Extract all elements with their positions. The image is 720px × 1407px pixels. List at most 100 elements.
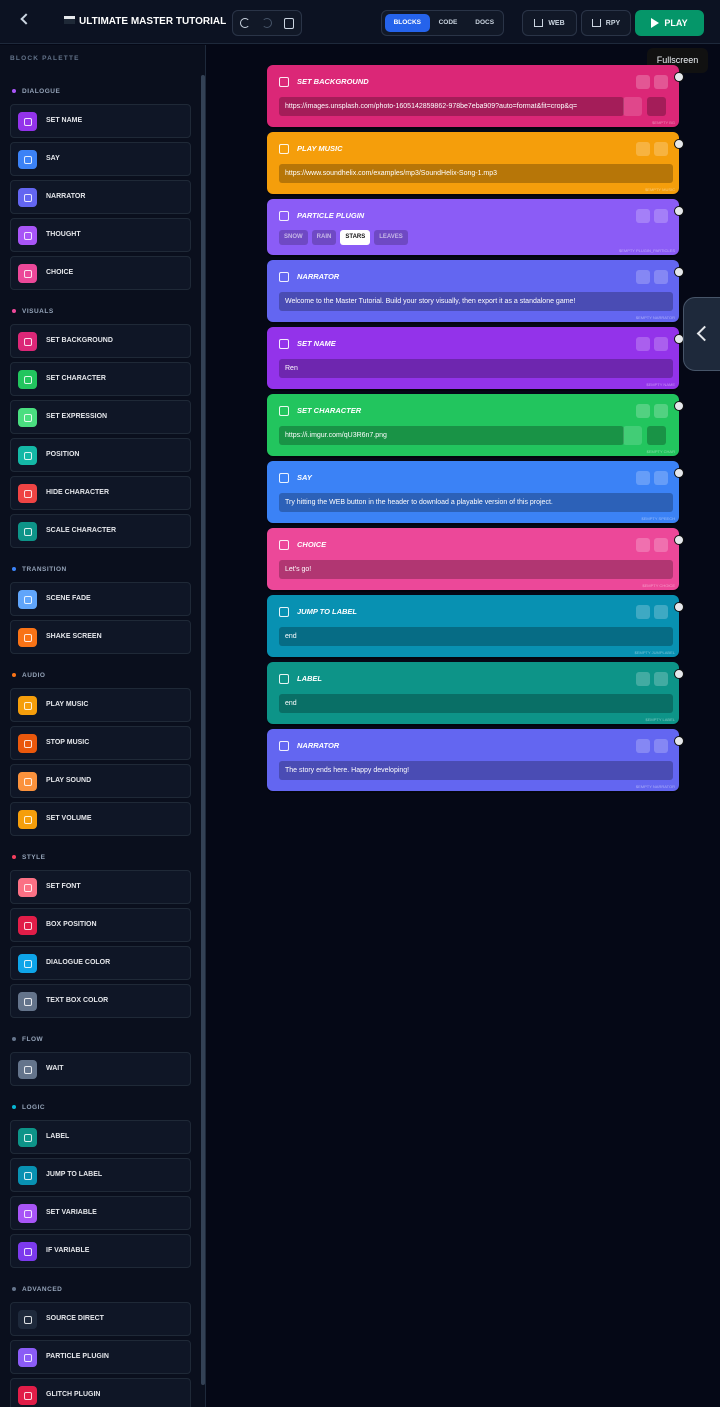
connector[interactable] — [674, 669, 684, 679]
palette-item[interactable]: SCALE CHARACTER — [10, 514, 191, 548]
image-button[interactable] — [647, 426, 666, 445]
palette-item[interactable]: GLITCH PLUGIN — [10, 1378, 191, 1407]
connector[interactable] — [674, 72, 684, 82]
delete-button[interactable] — [654, 605, 668, 619]
delete-button[interactable] — [654, 209, 668, 223]
duplicate-button[interactable] — [636, 739, 650, 753]
value-input[interactable]: end — [279, 627, 673, 646]
palette-item[interactable]: NARRATOR — [10, 180, 191, 214]
upload-button[interactable] — [623, 97, 642, 116]
connector[interactable] — [674, 736, 684, 746]
palette-item[interactable]: SET EXPRESSION — [10, 400, 191, 434]
palette-item[interactable]: SET NAME — [10, 104, 191, 138]
duplicate-button[interactable] — [636, 605, 650, 619]
palette-item[interactable]: PARTICLE PLUGIN — [10, 1340, 191, 1374]
duplicate-button[interactable] — [636, 672, 650, 686]
image-button[interactable] — [647, 97, 666, 116]
palette-item[interactable]: SET VOLUME — [10, 802, 191, 836]
delete-button[interactable] — [654, 672, 668, 686]
value-input[interactable]: end — [279, 694, 673, 713]
duplicate-button[interactable] — [636, 209, 650, 223]
delete-button[interactable] — [654, 75, 668, 89]
undo-button[interactable] — [240, 18, 250, 28]
value-input[interactable]: Let's go! — [279, 560, 673, 579]
palette-item[interactable]: IF VARIABLE — [10, 1234, 191, 1268]
palette-item[interactable]: SCENE FADE — [10, 582, 191, 616]
palette-item[interactable]: SET CHARACTER — [10, 362, 191, 396]
value-input[interactable]: The story ends here. Happy developing! — [279, 761, 673, 780]
delete-button[interactable] — [654, 404, 668, 418]
tab[interactable]: BLOCKS — [385, 14, 430, 32]
value-input[interactable]: Welcome to the Master Tutorial. Build yo… — [279, 292, 673, 311]
duplicate-button[interactable] — [636, 75, 650, 89]
value-input[interactable]: Ren — [279, 359, 673, 378]
palette-item[interactable]: THOUGHT — [10, 218, 191, 252]
upload-button[interactable] — [623, 426, 642, 445]
save-button[interactable] — [284, 17, 294, 29]
option-chip[interactable]: LEAVES — [374, 230, 408, 245]
block-tag: $EMPTY BG — [652, 120, 675, 125]
tab[interactable]: DOCS — [475, 19, 495, 26]
palette-item[interactable]: DIALOGUE COLOR — [10, 946, 191, 980]
scrollbar[interactable] — [201, 75, 205, 1385]
palette-item[interactable]: SET FONT — [10, 870, 191, 904]
duplicate-button[interactable] — [636, 337, 650, 351]
duplicate-button[interactable] — [636, 270, 650, 284]
action-button[interactable]: WEB — [522, 10, 577, 36]
connector[interactable] — [674, 401, 684, 411]
palette-item[interactable]: STOP MUSIC — [10, 726, 191, 760]
value-input[interactable]: Try hitting the WEB button in the header… — [279, 493, 673, 512]
delete-button[interactable] — [654, 337, 668, 351]
palette-item[interactable]: JUMP TO LABEL — [10, 1158, 191, 1192]
delete-button[interactable] — [654, 142, 668, 156]
palette-item[interactable]: SHAKE SCREEN — [10, 620, 191, 654]
palette-item[interactable]: TEXT BOX COLOR — [10, 984, 191, 1018]
item-icon — [18, 1128, 37, 1147]
palette-item[interactable]: WAIT — [10, 1052, 191, 1086]
redo-button[interactable] — [262, 18, 272, 28]
value-input[interactable]: https://images.unsplash.com/photo-160514… — [279, 97, 624, 116]
delete-button[interactable] — [654, 538, 668, 552]
section-dot — [12, 89, 16, 93]
delete-button[interactable] — [654, 471, 668, 485]
connector[interactable] — [674, 535, 684, 545]
option-chip[interactable]: RAIN — [311, 230, 337, 245]
option-chip[interactable]: STARS — [340, 230, 371, 245]
tab[interactable]: CODE — [438, 19, 458, 26]
palette-item[interactable]: LABEL — [10, 1120, 191, 1154]
palette-item[interactable]: SAY — [10, 142, 191, 176]
palette-item[interactable]: SOURCE DIRECT — [10, 1302, 191, 1336]
connector[interactable] — [674, 468, 684, 478]
section-name: AUDIO — [22, 671, 46, 679]
connector[interactable] — [674, 267, 684, 277]
collapse-panel-button[interactable] — [683, 297, 720, 371]
palette-item[interactable]: CHOICE — [10, 256, 191, 290]
item-label: TEXT BOX COLOR — [46, 997, 109, 1004]
option-chip[interactable]: SNOW — [279, 230, 308, 245]
palette-item[interactable]: SET BACKGROUND — [10, 324, 191, 358]
action-button[interactable]: RPY — [581, 10, 631, 36]
value-input[interactable]: https://i.imgur.com/qU3R6n7.png — [279, 426, 624, 445]
connector[interactable] — [674, 139, 684, 149]
connector[interactable] — [674, 206, 684, 216]
palette-item[interactable]: POSITION — [10, 438, 191, 472]
item-label: STOP MUSIC — [46, 739, 90, 746]
palette-item[interactable]: BOX POSITION — [10, 908, 191, 942]
duplicate-button[interactable] — [636, 471, 650, 485]
delete-button[interactable] — [654, 739, 668, 753]
duplicate-button[interactable] — [636, 142, 650, 156]
project-title: ULTIMATE MASTER TUTORIAL — [79, 16, 227, 27]
script-block: SET BACKGROUND https://images.unsplash.co… — [267, 65, 684, 127]
back-button[interactable] — [20, 13, 32, 25]
duplicate-button[interactable] — [636, 538, 650, 552]
action-button[interactable]: PLAY — [635, 10, 704, 36]
palette-item[interactable]: PLAY SOUND — [10, 764, 191, 798]
palette-item[interactable]: HIDE CHARACTER — [10, 476, 191, 510]
chevron-icon — [696, 325, 713, 342]
palette-item[interactable]: PLAY MUSIC — [10, 688, 191, 722]
connector[interactable] — [674, 602, 684, 612]
delete-button[interactable] — [654, 270, 668, 284]
value-input[interactable]: https://www.soundhelix.com/examples/mp3/… — [279, 164, 673, 183]
palette-item[interactable]: SET VARIABLE — [10, 1196, 191, 1230]
duplicate-button[interactable] — [636, 404, 650, 418]
